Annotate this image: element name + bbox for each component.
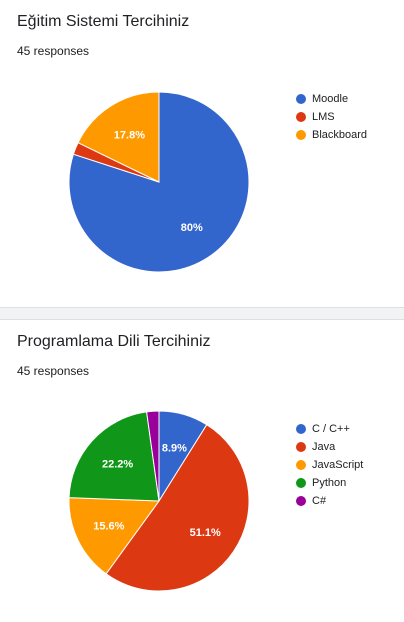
- legend-swatch: [296, 442, 306, 452]
- legend-label: C / C++: [312, 423, 350, 435]
- pie-slice-c[interactable]: [146, 410, 160, 502]
- legend-label: Python: [312, 477, 347, 489]
- chart-card-programlama-dili: Programlama Dili Tercihiniz 45 responses…: [0, 320, 404, 622]
- card-separator: [0, 307, 404, 320]
- legend-swatch: [296, 112, 306, 122]
- slice-label-blackboard: 17.8%: [114, 130, 145, 142]
- legend-swatch: [296, 130, 306, 140]
- pie-slice-java[interactable]: [105, 424, 250, 592]
- pie-slice-blackboard[interactable]: [77, 91, 160, 183]
- pie-chart-egitim-sistemi: 80% 17.8%: [68, 91, 250, 273]
- legend-item-lms[interactable]: LMS: [296, 108, 367, 126]
- legend-label: LMS: [312, 111, 335, 123]
- slice-label-moodle: 80%: [181, 222, 203, 234]
- legend-swatch: [296, 496, 306, 506]
- pie-slice-javascript[interactable]: [68, 497, 160, 575]
- chart-title: Eğitim Sistemi Tercihiniz: [17, 13, 190, 30]
- slice-label-java: 51.1%: [190, 527, 221, 539]
- legend-item-c[interactable]: C#: [296, 492, 363, 510]
- slice-label-javascript: 15.6%: [93, 520, 124, 532]
- legend-swatch: [296, 478, 306, 488]
- legend-swatch: [296, 94, 306, 104]
- legend-item-java[interactable]: Java: [296, 438, 363, 456]
- response-count: 45 responses: [17, 364, 90, 378]
- pie-chart-programlama-dili: 8.9% 51.1% 15.6% 22.2%: [68, 410, 250, 592]
- chart-title: Programlama Dili Tercihiniz: [17, 333, 211, 350]
- legend-item-moodle[interactable]: Moodle: [296, 90, 367, 108]
- chart-card-egitim-sistemi: Eğitim Sistemi Tercihiniz 45 responses 8…: [0, 0, 404, 307]
- legend-item-python[interactable]: Python: [296, 474, 363, 492]
- slice-label-c-c: 8.9%: [162, 442, 187, 454]
- legend-label: C#: [312, 495, 327, 507]
- response-count: 45 responses: [17, 44, 90, 58]
- legend-label: Java: [312, 441, 336, 453]
- legend-label: Moodle: [312, 93, 349, 105]
- legend-item-javascript[interactable]: JavaScript: [296, 456, 363, 474]
- legend-egitim-sistemi: Moodle LMS Blackboard: [296, 90, 367, 144]
- legend-swatch: [296, 460, 306, 470]
- legend-label: JavaScript: [312, 459, 364, 471]
- legend-item-c-c[interactable]: C / C++: [296, 420, 363, 438]
- legend-swatch: [296, 424, 306, 434]
- pie-slice-python[interactable]: [68, 411, 160, 502]
- slice-label-python: 22.2%: [102, 459, 133, 471]
- legend-programlama-dili: C / C++ Java JavaScript Python C#: [296, 420, 363, 510]
- legend-item-blackboard[interactable]: Blackboard: [296, 126, 367, 144]
- legend-label: Blackboard: [312, 129, 368, 141]
